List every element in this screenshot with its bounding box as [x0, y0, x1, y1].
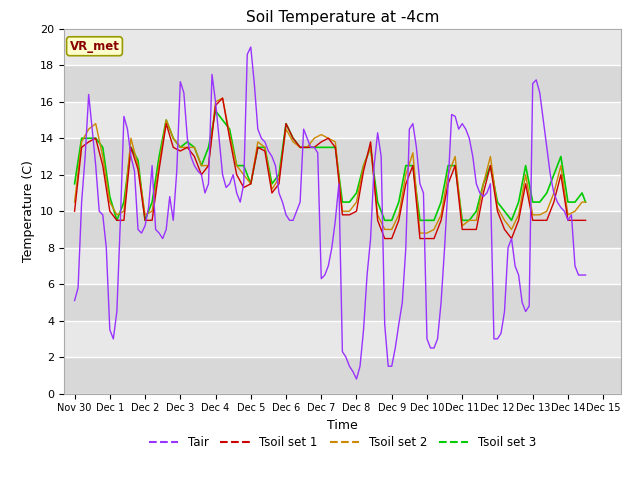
Bar: [64, 321, 621, 357]
Text: VR_met: VR_met: [70, 40, 120, 53]
Bar: [64, 29, 621, 65]
Bar: [64, 65, 621, 102]
Bar: [64, 138, 621, 175]
Bar: [64, 211, 621, 248]
Bar: [64, 357, 621, 394]
Y-axis label: Temperature (C): Temperature (C): [22, 160, 35, 262]
X-axis label: Time: Time: [327, 419, 358, 432]
Bar: [64, 284, 621, 321]
Legend: Tair, Tsoil set 1, Tsoil set 2, Tsoil set 3: Tair, Tsoil set 1, Tsoil set 2, Tsoil se…: [144, 431, 541, 454]
Title: Soil Temperature at -4cm: Soil Temperature at -4cm: [246, 10, 439, 25]
Bar: [64, 175, 621, 211]
Bar: [64, 248, 621, 284]
Bar: [64, 102, 621, 138]
